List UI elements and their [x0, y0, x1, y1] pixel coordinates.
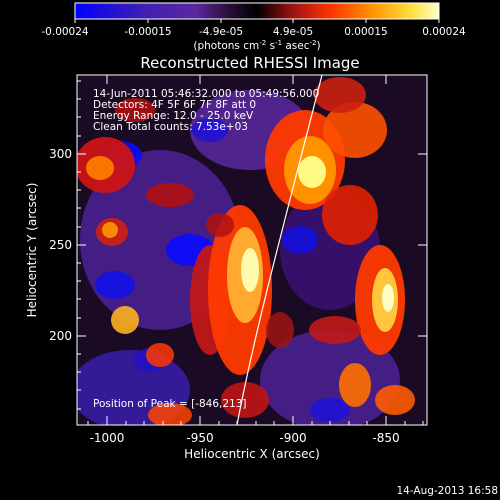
y-tick-label: 250 — [49, 238, 72, 252]
x-axis-label: Heliocentric X (arcsec) — [184, 447, 320, 461]
image-blob — [339, 363, 371, 407]
y-tick-labels: 300 250 200 — [49, 147, 72, 343]
colorbar-tick-label: 4.9e-05 — [273, 26, 313, 38]
image-blob — [241, 248, 259, 292]
time-range-label: 14-Jun-2011 05:46:32.000 to 05:49:56.000 — [93, 88, 319, 100]
image-blob — [375, 385, 415, 415]
image-blobs — [77, 77, 415, 425]
colorbar-unit-exponent: -2 — [259, 39, 266, 47]
y-axis — [77, 80, 427, 410]
detectors-label: Detectors: 4F 5F 6F 7F 8F att 0 — [93, 99, 256, 111]
image-blob — [323, 102, 387, 158]
image-blob — [282, 226, 318, 254]
image-annotations: 14-Jun-2011 05:46:32.000 to 05:49:56.000… — [93, 88, 319, 410]
image-blob — [148, 403, 192, 425]
colorbar-unit-part: (photons cm — [193, 40, 259, 52]
colorbar-gradient — [74, 2, 440, 20]
x-axis — [87, 75, 424, 425]
colorbar-unit-part: asec — [282, 40, 310, 52]
image-blob — [266, 312, 294, 348]
y-tick-label: 300 — [49, 147, 72, 161]
y-tick-label: 200 — [49, 329, 72, 343]
image-blob — [221, 382, 269, 418]
colorbar-unit: (photons cm-2 s-1 asec-2) — [193, 39, 320, 52]
image-blob — [314, 77, 366, 113]
image-blob — [146, 183, 194, 207]
colorbar-tick-label: 0.00024 — [422, 26, 466, 38]
image-blob — [102, 222, 118, 238]
x-tick-label: -950 — [186, 431, 213, 445]
x-tick-label: -900 — [279, 431, 306, 445]
colorbar-tick-label: -0.00024 — [41, 26, 89, 38]
colorbar-tick-marks — [74, 19, 440, 23]
colorbar: -0.00024 -0.00015 -4.9e-05 4.9e-05 0.000… — [41, 2, 466, 52]
x-tick-label: -1000 — [90, 431, 125, 445]
image-blob — [310, 398, 350, 422]
colorbar-tick-label: -4.9e-05 — [199, 26, 243, 38]
image-blob — [95, 271, 135, 299]
creation-date-label: 14-Aug-2013 16:58 — [396, 485, 498, 497]
image-blob — [146, 343, 174, 367]
plot-title: Reconstructed RHESSI Image — [140, 54, 359, 72]
peak-position-label: Position of Peak = [-846,213] — [93, 398, 247, 410]
image-blob — [111, 306, 139, 334]
image-blob — [322, 185, 378, 245]
colorbar-unit-part: ) — [317, 40, 321, 52]
energy-range-label: Energy Range: 12.0 - 25.0 keV — [93, 110, 254, 122]
image-blob — [382, 284, 394, 312]
colorbar-unit-exponent: -1 — [275, 39, 282, 47]
colorbar-unit-exponent: -2 — [310, 39, 317, 47]
x-tick-label: -850 — [372, 431, 399, 445]
clean-counts-label: Clean Total counts: 7.53e+03 — [93, 121, 248, 133]
colorbar-tick-labels: -0.00024 -0.00015 -4.9e-05 4.9e-05 0.000… — [41, 26, 466, 38]
x-tick-labels: -1000 -950 -900 -850 — [90, 431, 400, 445]
image-blob — [86, 156, 114, 180]
colorbar-tick-label: -0.00015 — [124, 26, 171, 38]
y-axis-label: Heliocentric Y (arcsec) — [25, 183, 39, 318]
rhessi-image — [77, 75, 427, 425]
colorbar-unit-part: s — [266, 40, 275, 52]
plot-frame — [76, 74, 428, 426]
image-blob — [298, 156, 326, 188]
image-blob — [309, 316, 361, 344]
colorbar-tick-label: 0.00015 — [344, 26, 387, 38]
image-blob — [192, 118, 228, 142]
solar-limb-line — [236, 75, 323, 425]
image-blob — [115, 98, 155, 122]
image-blob — [206, 213, 234, 237]
